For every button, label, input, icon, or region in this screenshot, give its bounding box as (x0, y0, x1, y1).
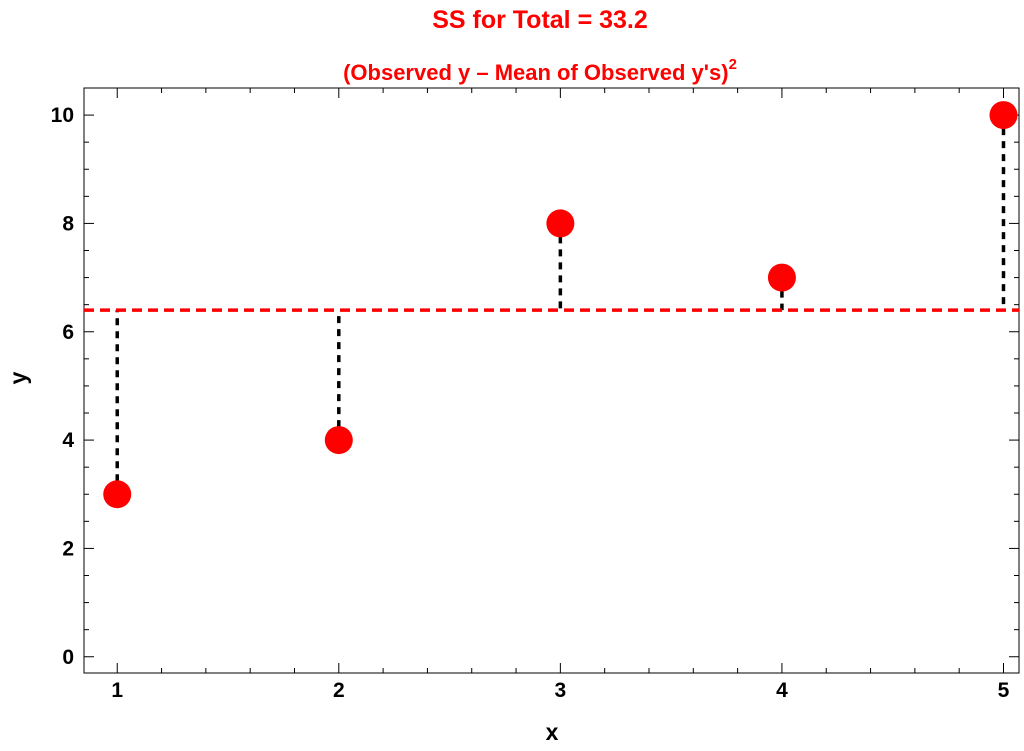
y-axis-label: y (5, 371, 31, 384)
plot-frame (83, 87, 1020, 674)
y-tick-label: 10 (51, 104, 74, 127)
x-tick-label: 2 (333, 679, 345, 702)
data-point (989, 101, 1018, 130)
y-tick-label: 8 (62, 212, 74, 235)
data-point (767, 263, 796, 292)
residuals-layer (115, 115, 1006, 495)
y-tick-label: 0 (62, 646, 74, 669)
labels-layer: 1 2 3 4 5 0 2 4 6 8 10 (51, 104, 1010, 702)
x-axis-label: x (546, 719, 559, 745)
x-tick-label: 5 (998, 679, 1010, 702)
x-tick-label: 4 (776, 679, 788, 702)
points-layer (103, 101, 1018, 509)
x-tick-label: 1 (111, 679, 123, 702)
chart-subtitle-text: (Observed y – Mean of Observed y's) (343, 60, 728, 85)
data-point (324, 426, 353, 455)
data-point (103, 480, 132, 509)
ticks-layer (84, 87, 1019, 673)
x-tick-label: 3 (555, 679, 567, 702)
data-point (546, 209, 575, 238)
y-tick-label: 6 (62, 321, 74, 344)
chart-subtitle-superscript: 2 (729, 56, 737, 73)
y-tick-label: 4 (62, 429, 74, 452)
chart-subtitle: (Observed y – Mean of Observed y's)2 (343, 56, 737, 85)
chart-title: SS for Total = 33.2 (432, 6, 648, 34)
y-tick-label: 2 (62, 537, 74, 560)
